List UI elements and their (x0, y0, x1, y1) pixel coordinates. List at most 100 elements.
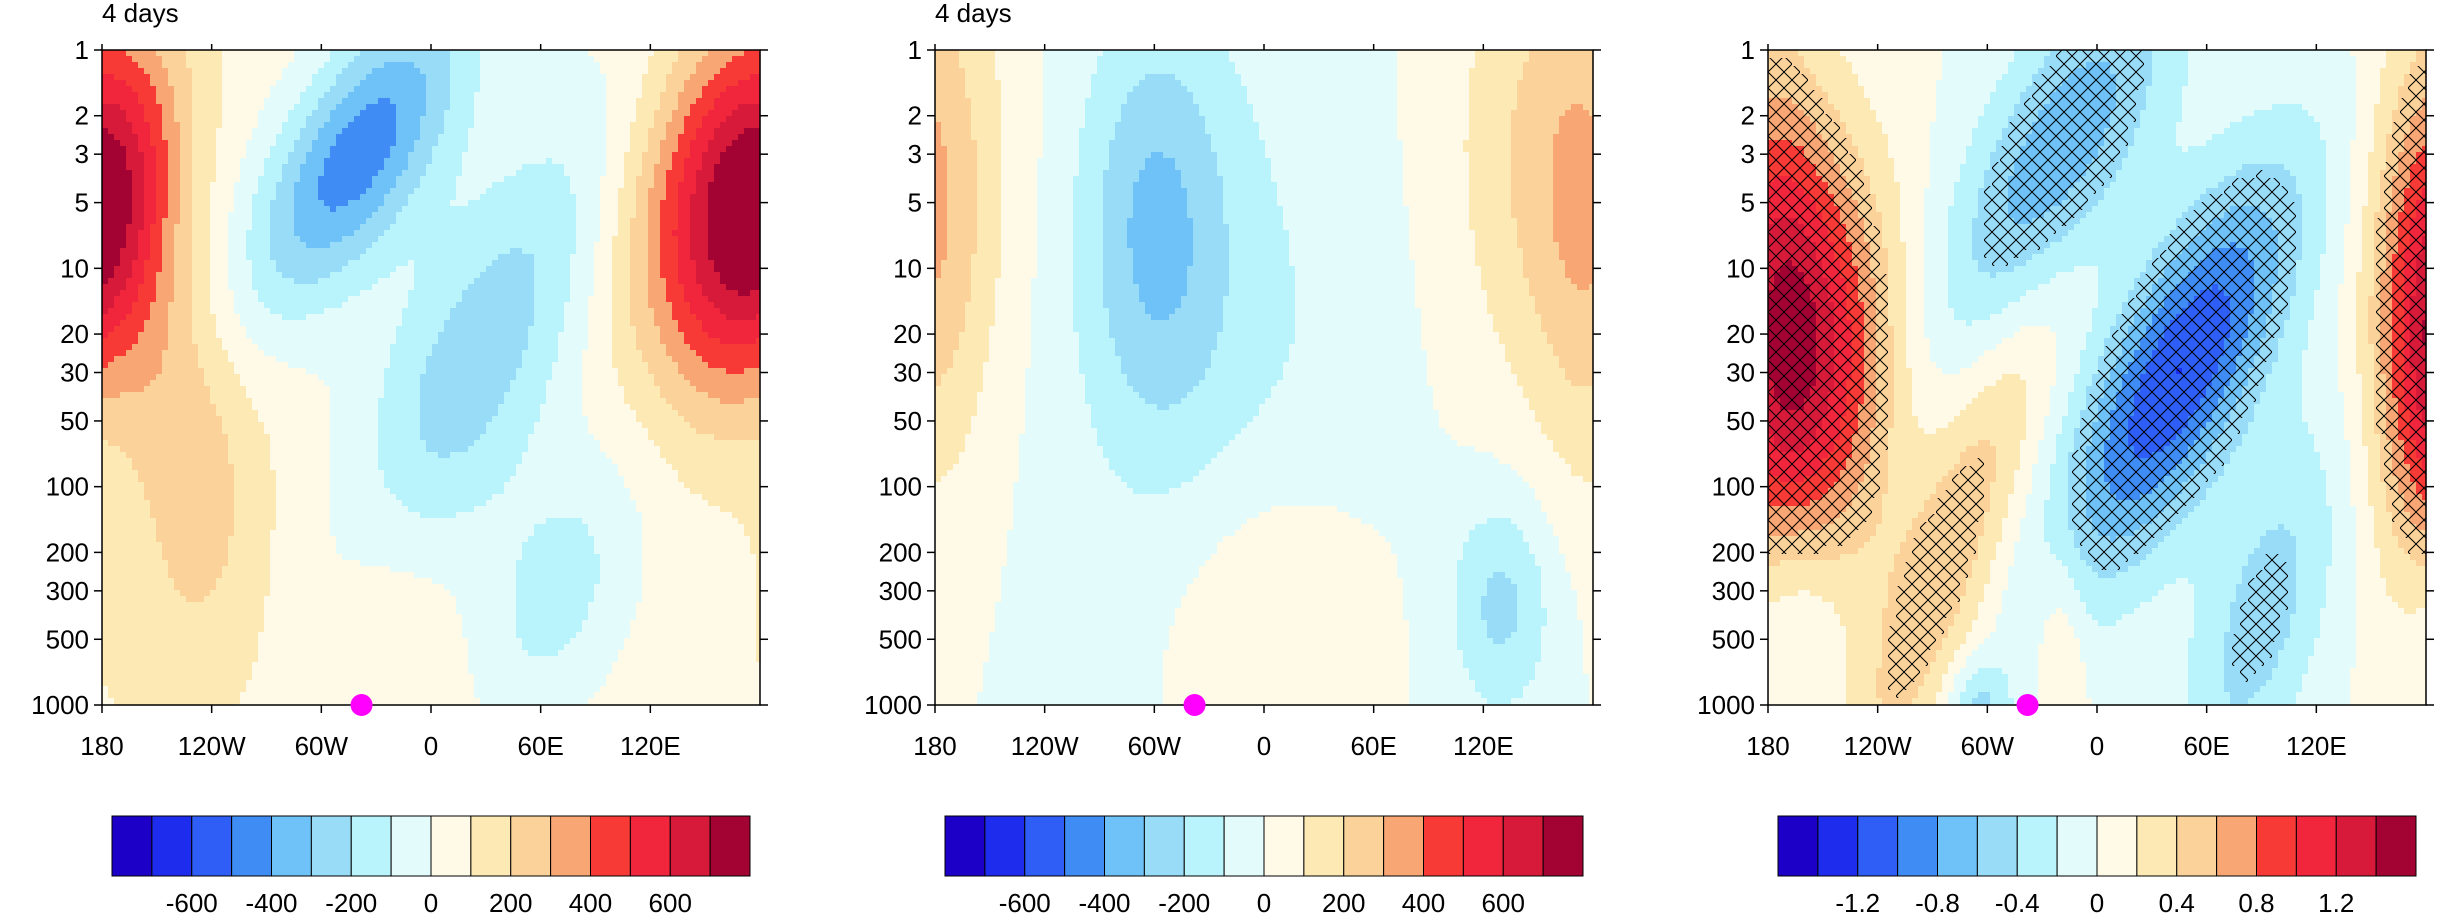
y-tick-label: 10 (60, 253, 89, 283)
colorbar-swatch (945, 816, 985, 876)
colorbar-label: 200 (1322, 888, 1365, 917)
colorbar-swatch (2137, 816, 2177, 876)
panel-title: 4 days (935, 0, 1012, 28)
x-tick-label: 120W (1011, 731, 1079, 761)
colorbar-label: 600 (649, 888, 692, 917)
y-tick-label: 1 (1741, 35, 1755, 65)
colorbar-swatch (1778, 816, 1818, 876)
y-tick-label: 10 (893, 253, 922, 283)
y-tick-label: 3 (908, 139, 922, 169)
x-tick-label: 60E (518, 731, 564, 761)
colorbar-label: -0.4 (1995, 888, 2040, 917)
x-tick-label: 60E (2184, 731, 2230, 761)
colorbar-swatch (1463, 816, 1503, 876)
colorbar-swatch (2177, 816, 2217, 876)
colorbar-swatch (1144, 816, 1184, 876)
x-tick-label: 60W (1128, 731, 1182, 761)
figure: 4 days1235102030501002003005001000180 120… (0, 0, 2444, 917)
colorbar: -600 -400 -200 0 200 400 600 (112, 816, 750, 917)
colorbar-label: -400 (1078, 888, 1130, 917)
colorbar-swatch (272, 816, 312, 876)
y-tick-label: 10 (1726, 253, 1755, 283)
colorbar-swatch (985, 816, 1025, 876)
colorbar-swatch (2097, 816, 2137, 876)
colorbar-swatch (1224, 816, 1264, 876)
location-marker (2017, 694, 2039, 716)
y-tick-label: 3 (75, 139, 89, 169)
y-tick-label: 1000 (864, 690, 922, 720)
colorbar-label: -600 (999, 888, 1051, 917)
colorbar-label: 0 (1257, 888, 1271, 917)
colorbar-swatch (2296, 816, 2336, 876)
y-tick-label: 100 (879, 472, 922, 502)
y-tick-label: 20 (893, 319, 922, 349)
y-tick-label: 50 (893, 406, 922, 436)
colorbar-label: 200 (489, 888, 532, 917)
colorbar-label: 0 (2090, 888, 2104, 917)
shaded-field (935, 50, 1594, 706)
colorbar-swatch (710, 816, 750, 876)
colorbar-swatch (1384, 816, 1424, 876)
y-tick-label: 100 (1712, 472, 1755, 502)
y-tick-label: 2 (75, 101, 89, 131)
colorbar-label: -1.2 (1835, 888, 1880, 917)
colorbar-swatch (2257, 816, 2297, 876)
y-tick-label: 5 (75, 188, 89, 218)
y-tick-label: 3 (1741, 139, 1755, 169)
colorbar-swatch (471, 816, 511, 876)
colorbar-swatch (630, 816, 670, 876)
colorbar-swatch (1977, 816, 2017, 876)
colorbar-swatch (1344, 816, 1384, 876)
y-tick-label: 50 (60, 406, 89, 436)
y-tick-label: 2 (1741, 101, 1755, 131)
colorbar-swatch (1184, 816, 1224, 876)
colorbar-swatch (391, 816, 431, 876)
x-tick-label: 60W (1961, 731, 2015, 761)
colorbar-swatch (112, 816, 152, 876)
colorbar-swatch (311, 816, 351, 876)
y-tick-label: 500 (1712, 624, 1755, 654)
colorbar-swatch (1105, 816, 1145, 876)
colorbar-label: 0.4 (2159, 888, 2195, 917)
y-tick-label: 5 (908, 188, 922, 218)
x-tick-label: 0 (424, 731, 438, 761)
colorbar-swatch (2057, 816, 2097, 876)
y-tick-label: 300 (46, 576, 89, 606)
colorbar-swatch (1503, 816, 1543, 876)
y-tick-label: 200 (1712, 537, 1755, 567)
x-tick-label: 120E (620, 731, 681, 761)
colorbar-swatch (1304, 816, 1344, 876)
colorbar-label: -0.8 (1915, 888, 1960, 917)
colorbar-swatch (2336, 816, 2376, 876)
x-tick-label: 180 (913, 731, 956, 761)
x-tick-label: 180 (1746, 731, 1789, 761)
y-tick-label: 300 (879, 576, 922, 606)
colorbar-swatch (1858, 816, 1898, 876)
colorbar-swatch (1025, 816, 1065, 876)
x-tick-label: 120E (1453, 731, 1514, 761)
colorbar-label: 400 (1402, 888, 1445, 917)
colorbar-swatch (1818, 816, 1858, 876)
location-marker (351, 694, 373, 716)
x-tick-label: 60W (295, 731, 349, 761)
x-tick-label: 180 (80, 731, 123, 761)
colorbar: -1.2 -0.8 -0.4 0 0.4 0.8 1.2 (1778, 816, 2416, 917)
colorbar-swatch (511, 816, 551, 876)
x-tick-label: 0 (1257, 731, 1271, 761)
colorbar-swatch (431, 816, 471, 876)
x-tick-label: 120W (178, 731, 246, 761)
colorbar-label: 0.8 (2238, 888, 2274, 917)
y-tick-label: 30 (1726, 358, 1755, 388)
colorbar-label: 1.2 (2318, 888, 2354, 917)
colorbar-swatch (351, 816, 391, 876)
x-tick-label: 60E (1351, 731, 1397, 761)
colorbar-label: 400 (569, 888, 612, 917)
colorbar-swatch (551, 816, 591, 876)
x-tick-label: 120E (2286, 731, 2347, 761)
colorbar: -600 -400 -200 0 200 400 600 (945, 816, 1583, 917)
colorbar-label: -400 (245, 888, 297, 917)
y-tick-label: 1 (75, 35, 89, 65)
y-tick-label: 1000 (31, 690, 89, 720)
colorbar-swatch (1424, 816, 1464, 876)
